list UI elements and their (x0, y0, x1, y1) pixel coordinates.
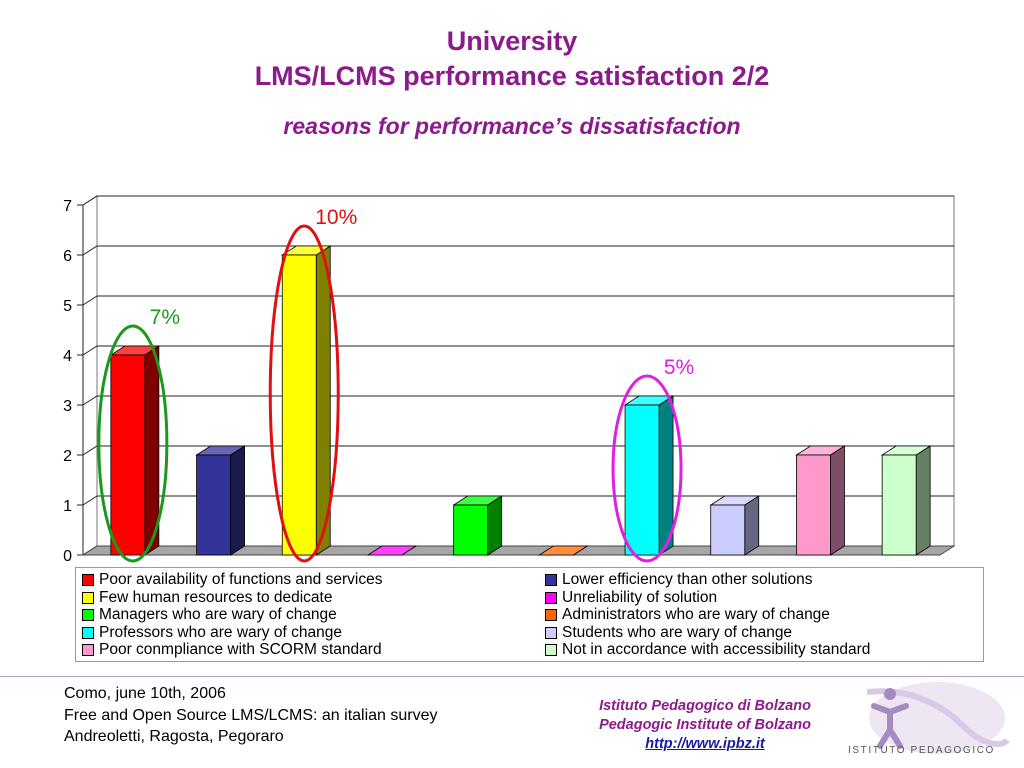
legend-swatch (82, 591, 94, 604)
bar (624, 404, 660, 556)
y-tick-label: 3 (63, 398, 72, 415)
bar-side (487, 495, 503, 556)
highlight-ellipse (611, 374, 683, 563)
gridline (82, 195, 954, 206)
slide-title-line2: LMS/LCMS performance satisfaction 2/2 (254, 61, 770, 91)
bar-side (830, 445, 845, 556)
slide-subtitle: reasons for performance’s dissatisfactio… (283, 113, 741, 139)
footer-authors: Andreoletti, Ragosta, Pegoraro (64, 728, 284, 745)
percent-annotation: 10% (315, 206, 357, 229)
footer-talk-title: Free and Open Source LMS/LCMS: an italia… (64, 706, 438, 724)
legend-swatch (82, 609, 94, 621)
bar-side (744, 495, 760, 556)
percent-annotation: 5% (664, 356, 694, 379)
logo-text: ISTITUTO PEDAGOGICO (848, 745, 995, 756)
gridline (82, 245, 954, 256)
legend-label: Managers who are wary of change (99, 606, 337, 623)
legend-swatch (545, 591, 557, 604)
legend-label: Few human resources to dedicate (99, 588, 333, 606)
y-tick-label: 5 (63, 298, 72, 315)
legend-label: Students who are wary of change (562, 623, 793, 641)
institute-link[interactable]: http://www.ipbz.it (645, 736, 765, 752)
bar-side (230, 445, 245, 556)
legend-swatch (545, 644, 557, 656)
bar (881, 454, 917, 556)
institute-name-en: Pedagogic Institute of Bolzano (599, 717, 811, 733)
institute-logo: ISTITUTO PEDAGOGICO (848, 682, 1010, 756)
bar-chart: 0 1 2 3 4 5 6 7 7% 10% 5% (63, 195, 956, 565)
bar-top (537, 545, 589, 556)
bar (196, 454, 231, 556)
bar (281, 254, 317, 556)
legend-swatch (545, 609, 557, 621)
legend-swatch (545, 626, 557, 639)
y-tick-label: 1 (63, 498, 72, 515)
legend-label: Lower efficiency than other solutions (562, 571, 813, 588)
legend-swatch (82, 644, 94, 656)
legend-label: Unreliability of solution (562, 588, 718, 606)
legend-label: Professors who are wary of change (99, 623, 342, 641)
legend-swatch (82, 574, 94, 586)
highlight-ellipse (268, 224, 340, 563)
footer-divider (0, 676, 1024, 677)
bar (453, 504, 489, 556)
y-tick-label: 0 (63, 548, 72, 565)
footer-credits: Como, june 10th, 2006 Free and Open Sour… (64, 683, 438, 748)
y-tick-label: 4 (63, 348, 72, 365)
bar-top (366, 545, 418, 556)
gridline (82, 345, 954, 356)
legend-label: Administrators who are wary of change (562, 606, 830, 623)
legend-label: Not in accordance with accessibility sta… (562, 641, 871, 658)
bar (796, 454, 831, 556)
y-tick-label: 7 (63, 198, 72, 215)
legend-label: Poor availability of functions and servi… (99, 571, 383, 588)
chart-side-wall (82, 195, 98, 556)
legend-swatch (82, 626, 94, 639)
chart-legend: Poor availability of functions and servi… (75, 567, 984, 662)
bar-side (915, 445, 931, 556)
institute-info: Istituto Pedagogico di Bolzano Pedagogic… (560, 697, 850, 754)
slide-title: University (446, 26, 578, 56)
y-tick-label: 2 (63, 448, 72, 465)
y-tick-label: 6 (63, 248, 72, 265)
bar (110, 354, 146, 556)
gridline (82, 295, 954, 306)
highlight-ellipse (97, 324, 169, 563)
percent-annotation: 7% (150, 306, 180, 329)
legend-swatch (545, 574, 557, 586)
legend-label: Poor conmpliance with SCORM standard (99, 641, 382, 658)
institute-name-it: Istituto Pedagogico di Bolzano (599, 698, 811, 714)
footer-event: Como, june 10th, 2006 (64, 685, 226, 702)
bar (710, 504, 746, 556)
